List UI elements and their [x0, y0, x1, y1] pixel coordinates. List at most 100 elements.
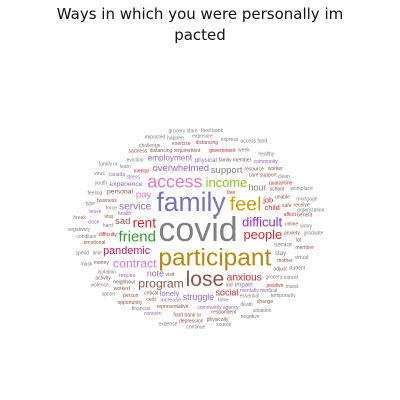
- word-81: canada: [109, 172, 126, 178]
- word-65: business: [97, 198, 117, 204]
- chart-title: Ways in which you were personally im pac…: [0, 4, 400, 46]
- word-90: receive: [294, 202, 310, 208]
- word-19: sad: [115, 216, 130, 227]
- word-136: break: [73, 215, 86, 221]
- word-8: income: [206, 175, 248, 190]
- word-85: lot: [296, 237, 302, 243]
- word-72: food bank or: [173, 312, 201, 318]
- word-56: mentally medical: [240, 288, 277, 294]
- word-87: community: [254, 159, 279, 165]
- word-98: worry: [300, 223, 313, 229]
- word-137: impacted: [145, 135, 166, 141]
- word-95: benefit: [297, 213, 313, 219]
- word-105: limit: [93, 250, 102, 256]
- word-38: visit: [165, 272, 175, 278]
- word-44: difficulty: [99, 232, 117, 238]
- word-138: virus: [94, 171, 105, 177]
- word-100: virtual: [295, 255, 308, 261]
- word-47: hard: [103, 223, 113, 229]
- word-23: struggle: [183, 292, 214, 302]
- word-70: kid: [226, 283, 233, 289]
- word-111: happen: [167, 136, 184, 142]
- word-89: member: [295, 245, 314, 251]
- word-84: exercise: [172, 141, 191, 147]
- word-127: option: [102, 292, 116, 298]
- word-46: mental: [134, 169, 149, 175]
- word-62: essential: [240, 294, 260, 300]
- word-80: leave: [89, 209, 101, 215]
- word-73: person: [123, 293, 139, 299]
- word-27: job: [262, 196, 273, 205]
- word-74: worked: [114, 286, 130, 292]
- word-39: health: [118, 211, 132, 217]
- word-102: activity: [95, 276, 111, 282]
- word-101: opportunity: [117, 300, 142, 306]
- word-67: safe: [282, 203, 292, 209]
- word-45: stress: [126, 175, 140, 181]
- word-82: eviction: [127, 157, 144, 163]
- word-130: grocery store: [169, 129, 198, 135]
- word-106: clean: [278, 174, 290, 180]
- word-114: healthy: [258, 152, 275, 158]
- word-10: people: [243, 227, 282, 242]
- word-83: learn: [120, 164, 131, 170]
- word-26: lonely: [160, 289, 180, 298]
- word-71: respondent: [211, 310, 237, 316]
- chart-title-line-1: Ways in which you were personally im: [56, 5, 344, 23]
- word-96: change: [257, 299, 274, 305]
- word-126: expense: [158, 322, 177, 328]
- word-53: loss: [104, 214, 113, 220]
- word-51: force: [106, 206, 117, 212]
- word-64: quarantine: [269, 180, 293, 186]
- word-57: anxiety: [284, 231, 300, 237]
- word-34: live: [227, 190, 235, 196]
- word-79: close: [88, 220, 100, 226]
- word-28: personal: [107, 189, 134, 196]
- word-33: stay: [275, 250, 287, 257]
- word-97: concern: [144, 311, 162, 317]
- word-88: worker: [268, 166, 283, 172]
- word-63: government: [209, 148, 236, 154]
- word-125: travel: [286, 284, 298, 290]
- word-4: feel: [230, 193, 262, 215]
- word-66: adjust: [273, 266, 287, 272]
- word-115: workplace: [290, 186, 313, 192]
- word-120: situation: [253, 308, 272, 314]
- word-68: cerb: [146, 297, 156, 303]
- word-21: social: [216, 287, 239, 297]
- word-1: family: [156, 187, 226, 217]
- word-132: access food: [240, 138, 267, 144]
- word-17: support: [211, 165, 243, 176]
- word-12: contract: [113, 257, 157, 271]
- word-128: violence: [90, 282, 109, 288]
- word-112: exposure: [192, 134, 213, 140]
- word-20: note: [147, 268, 164, 278]
- word-61: grocery: [266, 274, 283, 280]
- word-116: mortgage: [296, 197, 317, 203]
- word-108: challenge: [139, 143, 161, 149]
- word-18: pay: [136, 190, 152, 201]
- word-22: hour: [249, 182, 267, 192]
- chart-title-line-2: pacted: [174, 26, 226, 44]
- word-135: mask: [81, 262, 93, 268]
- word-117: organization: [297, 208, 324, 214]
- word-110: sadness: [129, 148, 148, 154]
- word-91: week: [238, 148, 250, 154]
- word-9: difficult: [242, 214, 282, 229]
- word-6: friend: [119, 228, 156, 245]
- word-24: employment: [148, 154, 193, 163]
- word-121: negative: [241, 314, 260, 320]
- word-15: anxious: [227, 272, 262, 283]
- word-35: time: [218, 298, 228, 304]
- word-40: community agency: [197, 305, 239, 311]
- word-14: service: [119, 202, 152, 213]
- word-13: pandemic: [103, 245, 151, 257]
- word-122: source: [216, 322, 231, 328]
- word-31: impact: [235, 282, 253, 289]
- word-3: lose: [186, 268, 225, 291]
- word-103: condition: [76, 234, 96, 240]
- word-43: critical: [144, 290, 158, 296]
- word-99: financial: [132, 306, 150, 312]
- word-5: access: [147, 172, 202, 192]
